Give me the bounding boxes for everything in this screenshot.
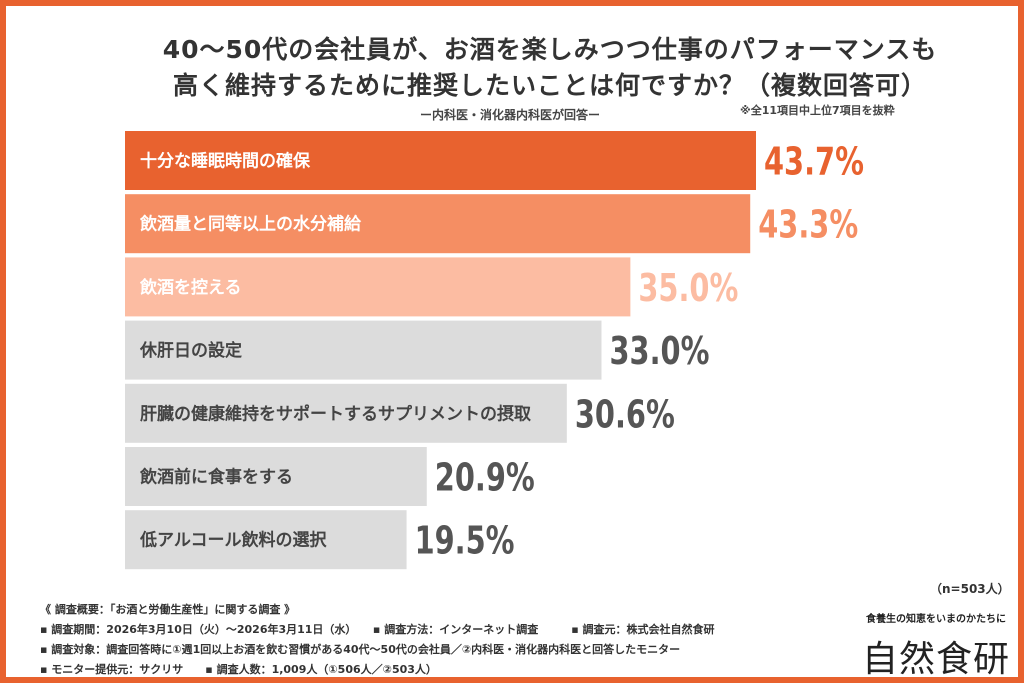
category-label: 肝臓の健康維持をサポートするサプリメントの摂取 xyxy=(140,403,531,424)
category-label: 飲酒前に食事をする xyxy=(139,467,293,488)
bar xyxy=(125,320,602,380)
category-label: 低アルコール飲料の選択 xyxy=(139,530,327,551)
value-label: 20.9% xyxy=(435,456,535,500)
category-label: 飲酒量と同等以上の水分補給 xyxy=(139,214,362,235)
footer-line: ▪ 調査対象：調査回答時に①週1回以上お酒を飲む習慣がある40代〜50代の会社員… xyxy=(40,643,681,656)
bar xyxy=(125,194,751,254)
category-label: 十分な睡眠時間の確保 xyxy=(140,151,311,172)
footer-line: 《 調査概要：「お酒と労働生産性」に関する調査 》 xyxy=(40,603,296,616)
logo-tagline: 食養生の知恵をいまのかたちに xyxy=(866,614,1006,625)
chart-subtitle: ー内科医・消化器内科医が回答ー xyxy=(419,108,600,122)
bar xyxy=(125,383,567,443)
chart-title-line1: 40〜50代の会社員が、お酒を楽しみつつ仕事のパフォーマンスも xyxy=(162,35,938,64)
logo: 自然食研 xyxy=(862,639,1011,680)
sample-size: （n=503人） xyxy=(930,582,1010,596)
bar xyxy=(125,510,407,570)
category-label: 飲酒を控える xyxy=(139,277,242,298)
value-label: 43.7% xyxy=(764,140,864,184)
value-label: 35.0% xyxy=(638,266,738,310)
value-label: 43.3% xyxy=(758,203,858,247)
chart-title-line2: 高く維持するために推奨したいことは何ですか？（複数回答可） xyxy=(172,71,927,100)
footer-line: ▪ モニター提供元：サクリサ ▪ 調査人数：1,009人（①506人／②503人… xyxy=(40,663,437,676)
footer-line: ▪ 調査期間：2026年3月10日（火）〜2026年3月11日（水） ▪ 調査方… xyxy=(40,623,715,636)
category-label: 休肝日の設定 xyxy=(139,340,242,361)
bar xyxy=(125,131,756,190)
bar xyxy=(125,447,427,506)
value-label: 30.6% xyxy=(575,392,675,436)
value-label: 19.5% xyxy=(415,519,515,563)
chart-note: ※全11項目中上位7項目を抜粋 xyxy=(740,104,895,117)
bar xyxy=(125,257,631,317)
value-label: 33.0% xyxy=(609,329,709,373)
